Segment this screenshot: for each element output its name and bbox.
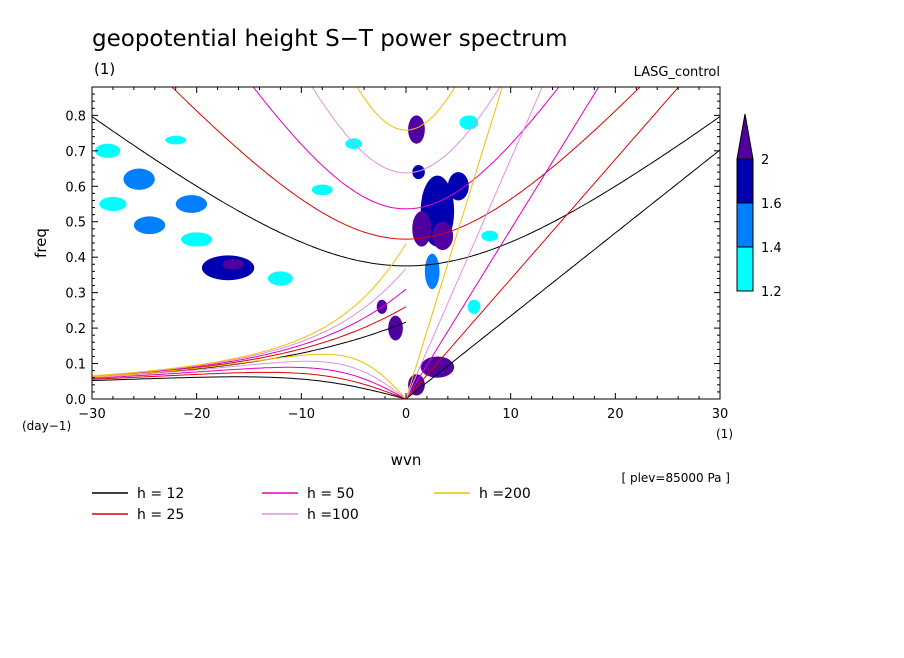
contour-blob-3 — [432, 221, 454, 251]
curve-h12-ig — [92, 116, 720, 267]
contour-blob-16 — [95, 143, 121, 158]
colorbar-segment-1 — [736, 202, 754, 248]
curve-h25-rossby — [92, 371, 407, 399]
curve-h200-rossby — [92, 353, 407, 399]
colorbar-segment-0 — [736, 246, 754, 292]
chart-subtitle: (1) — [94, 60, 115, 78]
x-tick-label: 0 — [402, 407, 410, 422]
contour-blob-20 — [99, 196, 127, 212]
contour-blob-25 — [165, 135, 187, 145]
legend-label-h100: h =100 — [307, 507, 359, 523]
contour-blob-8 — [388, 315, 403, 341]
contour-blob-13 — [133, 216, 166, 235]
colorbar-label: 1.2 — [761, 285, 782, 300]
x-unit-label: (1) — [716, 427, 733, 441]
contour-blob-18 — [180, 232, 213, 247]
curve-h200-kelvin — [405, 87, 503, 399]
y-tick-label: 0.0 — [65, 393, 86, 408]
curve-h50-kelvin — [405, 87, 600, 399]
x-tick-label: 30 — [712, 407, 729, 422]
y-tick-label: 0.7 — [65, 145, 86, 160]
y-tick-label: 0.2 — [65, 322, 86, 337]
contour-blob-12 — [222, 258, 244, 270]
contour-blob-0 — [408, 115, 425, 144]
y-tick-label: 0.5 — [65, 216, 86, 231]
y-tick-label: 0.6 — [65, 180, 86, 195]
curve-h25-ig — [171, 87, 641, 240]
pressure-level-note: [ plev=85000 Pa ] — [621, 471, 730, 485]
contour-blob-19 — [311, 184, 333, 196]
y-axis-label: freq — [32, 228, 50, 258]
colorbar: 1.2 1.4 1.6 2 — [736, 113, 782, 300]
x-tick-label: −10 — [288, 407, 315, 422]
y-tick-label: 0.3 — [65, 287, 86, 302]
legend-label-h12: h = 12 — [137, 486, 184, 502]
contour-blob-22 — [467, 299, 481, 314]
legend-label-h200: h =200 — [479, 486, 531, 502]
x-axis-label: wvn — [391, 451, 422, 469]
legend-label-h25: h = 25 — [137, 507, 184, 523]
curve-h100-kelvin — [405, 87, 543, 399]
legend-label-h50: h = 50 — [307, 486, 354, 502]
contour-blob-17 — [267, 271, 293, 286]
y-tick-label: 0.1 — [65, 358, 86, 373]
contour-blob-15 — [123, 168, 155, 190]
colorbar-label: 2 — [761, 153, 769, 168]
x-tick-label: −30 — [78, 407, 105, 422]
dispersion-curves — [92, 87, 720, 399]
curve-h200-ig — [356, 87, 456, 131]
curve-h25-mrg — [92, 306, 407, 378]
x-axis: −30 −20 −10 0 10 20 30 — [78, 87, 728, 422]
curve-h50-rossby — [92, 366, 407, 399]
contour-blob-6 — [424, 253, 440, 290]
contour-blob-5 — [447, 172, 469, 201]
curve-h100-ig — [311, 87, 501, 174]
colorbar-label: 1.4 — [761, 241, 782, 256]
chart-title: geopotential height S−T power spectrum — [92, 26, 568, 52]
y-axis: 0.0 0.1 0.2 0.3 0.4 0.5 0.6 0.7 0.8 — [65, 86, 720, 408]
contour-blob-21 — [481, 230, 499, 242]
y-tick-label: 0.8 — [65, 109, 86, 124]
contour-blob-24 — [459, 115, 479, 130]
x-tick-label: 10 — [502, 407, 519, 422]
y-unit-label: (day−1) — [22, 419, 71, 433]
x-tick-label: −20 — [183, 407, 210, 422]
y-tick-label: 0.4 — [65, 251, 86, 266]
curve-h25-kelvin — [405, 87, 680, 399]
legend: h = 12 h = 25 h = 50 h =100 h =200 — [92, 486, 531, 523]
colorbar-label: 1.6 — [761, 197, 782, 212]
contour-blob-14 — [175, 195, 208, 213]
curve-h12-kelvin — [405, 149, 720, 399]
x-tick-label: 20 — [607, 407, 624, 422]
curve-h50-ig — [252, 87, 560, 210]
contour-blob-4 — [412, 211, 432, 247]
curve-h12-rossby — [92, 376, 407, 399]
case-label: LASG_control — [634, 65, 720, 80]
colorbar-segment-2 — [736, 158, 754, 204]
contour-blob-1 — [412, 165, 425, 180]
curve-h100-rossby — [92, 360, 407, 399]
curve-h200-mrg — [92, 243, 407, 377]
colorbar-top-arrow — [736, 113, 754, 160]
spectrum-contours — [95, 115, 499, 396]
